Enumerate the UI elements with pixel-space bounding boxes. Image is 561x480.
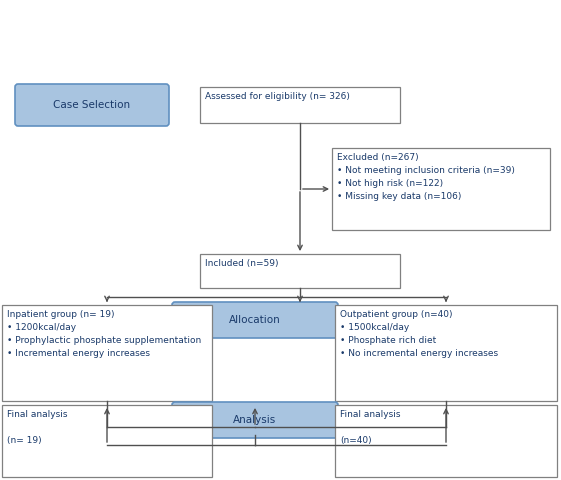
FancyBboxPatch shape: [172, 302, 338, 338]
FancyBboxPatch shape: [2, 405, 212, 477]
FancyBboxPatch shape: [335, 405, 557, 477]
Text: Allocation: Allocation: [229, 315, 281, 325]
Text: Final analysis: Final analysis: [340, 410, 401, 419]
FancyBboxPatch shape: [15, 84, 169, 126]
Text: Case Selection: Case Selection: [53, 100, 131, 110]
Text: • Not high risk (n=122): • Not high risk (n=122): [337, 179, 443, 188]
Text: • 1200kcal/day: • 1200kcal/day: [7, 323, 76, 332]
Text: • Phosphate rich diet: • Phosphate rich diet: [340, 336, 436, 345]
Text: • Missing key data (n=106): • Missing key data (n=106): [337, 192, 461, 201]
Text: • Incremental energy increases: • Incremental energy increases: [7, 349, 150, 358]
Text: (n= 19): (n= 19): [7, 436, 42, 445]
Text: (n=40): (n=40): [340, 436, 371, 445]
FancyBboxPatch shape: [335, 305, 557, 401]
Text: Outpatient group (n=40): Outpatient group (n=40): [340, 310, 453, 319]
FancyBboxPatch shape: [200, 87, 400, 123]
FancyBboxPatch shape: [2, 305, 212, 401]
Text: Assessed for eligibility (n= 326): Assessed for eligibility (n= 326): [205, 92, 350, 101]
Text: Included (n=59): Included (n=59): [205, 259, 278, 268]
Text: • Prophylactic phosphate supplementation: • Prophylactic phosphate supplementation: [7, 336, 201, 345]
FancyBboxPatch shape: [200, 254, 400, 288]
FancyBboxPatch shape: [172, 402, 338, 438]
Text: Analysis: Analysis: [233, 415, 277, 425]
Text: Inpatient group (n= 19): Inpatient group (n= 19): [7, 310, 114, 319]
Text: • No incremental energy increases: • No incremental energy increases: [340, 349, 498, 358]
Text: Excluded (n=267): Excluded (n=267): [337, 153, 419, 162]
FancyBboxPatch shape: [332, 148, 550, 230]
Text: • Not meeting inclusion criteria (n=39): • Not meeting inclusion criteria (n=39): [337, 166, 515, 175]
Text: • 1500kcal/day: • 1500kcal/day: [340, 323, 410, 332]
Text: Final analysis: Final analysis: [7, 410, 67, 419]
